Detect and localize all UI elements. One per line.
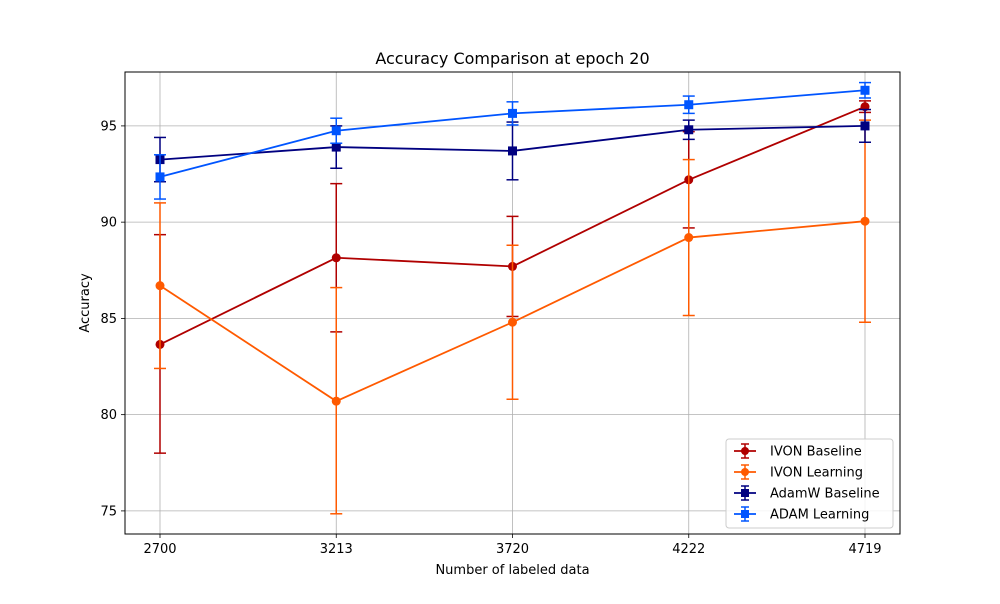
data-point [860, 85, 870, 95]
y-tick-label: 95 [100, 119, 117, 134]
data-point [860, 121, 870, 131]
data-point [331, 396, 341, 406]
legend-marker [741, 468, 749, 476]
y-tick-label: 85 [100, 312, 117, 327]
data-point [331, 126, 341, 136]
data-point [684, 100, 694, 110]
legend-marker [741, 447, 749, 455]
data-point [684, 233, 694, 243]
data-point [155, 281, 165, 291]
legend-label: AdamW Baseline [770, 487, 880, 502]
data-point [508, 146, 517, 156]
x-tick-label: 3720 [496, 542, 529, 557]
data-point [331, 253, 341, 263]
series-layer [154, 81, 871, 515]
legend-label: ADAM Learning [770, 508, 869, 523]
x-axis-label: Number of labeled data [435, 563, 589, 578]
data-point [684, 125, 694, 135]
legend: IVON Baseline IVON Learning AdamW Baseline… [725, 438, 894, 529]
x-tick-label: 3213 [320, 542, 353, 557]
legend-marker [741, 489, 749, 497]
legend-box [725, 438, 894, 529]
series-adam-learning [154, 81, 871, 200]
axis-layer: 2700 3213 3720 4222 4719 75 80 85 90 95 [100, 119, 881, 557]
y-tick-label: 75 [100, 504, 117, 519]
legend-marker [741, 510, 749, 518]
y-tick-label: 90 [100, 216, 117, 231]
legend-item: IVON Baseline [734, 443, 862, 460]
x-tick-label: 4719 [848, 542, 881, 557]
x-tick-label: 4222 [672, 542, 705, 557]
legend-label: IVON Learning [770, 466, 863, 481]
x-tick-label: 2700 [143, 542, 176, 557]
legend-item: ADAM Learning [734, 506, 869, 523]
data-point [508, 317, 517, 327]
y-tick-label: 80 [100, 408, 117, 423]
data-point [331, 142, 341, 152]
data-point [860, 216, 870, 226]
data-point [508, 108, 517, 118]
legend-item: IVON Learning [734, 464, 863, 481]
y-axis-label: Accuracy [78, 273, 93, 333]
legend-item: AdamW Baseline [734, 485, 880, 502]
data-point [155, 172, 165, 182]
chart-title: Accuracy Comparison at epoch 20 [375, 49, 649, 68]
legend-label: IVON Baseline [770, 445, 862, 460]
series-ivon-learning [154, 119, 871, 515]
